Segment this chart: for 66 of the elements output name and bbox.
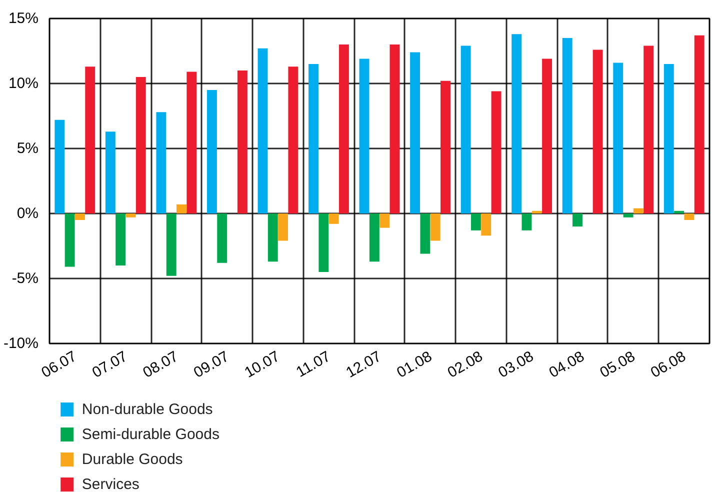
bar [166,214,176,276]
bar [268,214,278,262]
bar [623,214,634,218]
bar [532,210,542,214]
y-tick-label: 10% [8,75,39,92]
bar [126,214,136,218]
bar [420,214,430,254]
y-tick-label: -10% [3,335,39,352]
bar [572,214,582,226]
bar [217,214,228,263]
bar [460,46,471,214]
x-tick-label: 01.08 [394,348,436,382]
bar [237,70,248,214]
bar [562,38,572,214]
x-tick-label: 02.08 [444,348,486,382]
bar [328,214,339,224]
bar [206,90,217,214]
bar [674,210,684,214]
bar [54,120,65,214]
bar [105,132,116,214]
bar [430,214,440,241]
bar [694,35,704,214]
y-tick-label: 15% [8,10,39,27]
bar [288,66,298,214]
bar [592,50,603,214]
bar [308,64,318,214]
bar [390,44,400,214]
bar [74,214,85,220]
bar [156,112,166,214]
bar [633,208,644,214]
legend-label: Semi-durable Goods [82,426,220,443]
legend-label: Durable Goods [82,451,183,468]
bar [338,44,349,214]
legend-label: Non-durable Goods [82,401,213,418]
bar [522,214,532,230]
bar [359,58,370,214]
bar [512,34,522,214]
bar [542,58,552,214]
bar [136,77,146,214]
bar [278,214,288,241]
bar [380,214,390,228]
bar [64,214,75,267]
y-tick-label: 0% [16,205,39,222]
bar [369,214,380,262]
bar [613,62,624,214]
legend-label: Services [82,476,140,492]
x-tick-label: 04.08 [546,348,588,382]
bar [644,46,654,214]
bar [491,91,502,214]
bar [684,214,694,220]
x-tick-label: 05.08 [597,348,638,382]
bar [410,52,420,214]
x-tick-label: 03.08 [496,348,537,382]
x-tick-label: 06.08 [648,348,689,382]
y-tick-label: -5% [12,270,39,287]
bar [318,214,329,272]
bar [85,66,96,214]
bar [664,64,674,214]
y-tick-label: 5% [16,140,39,157]
bar [186,72,197,214]
bar [116,214,126,266]
bar [470,214,481,230]
bar [481,214,492,236]
bar [440,80,450,214]
bar [258,48,268,214]
bar [176,204,186,214]
